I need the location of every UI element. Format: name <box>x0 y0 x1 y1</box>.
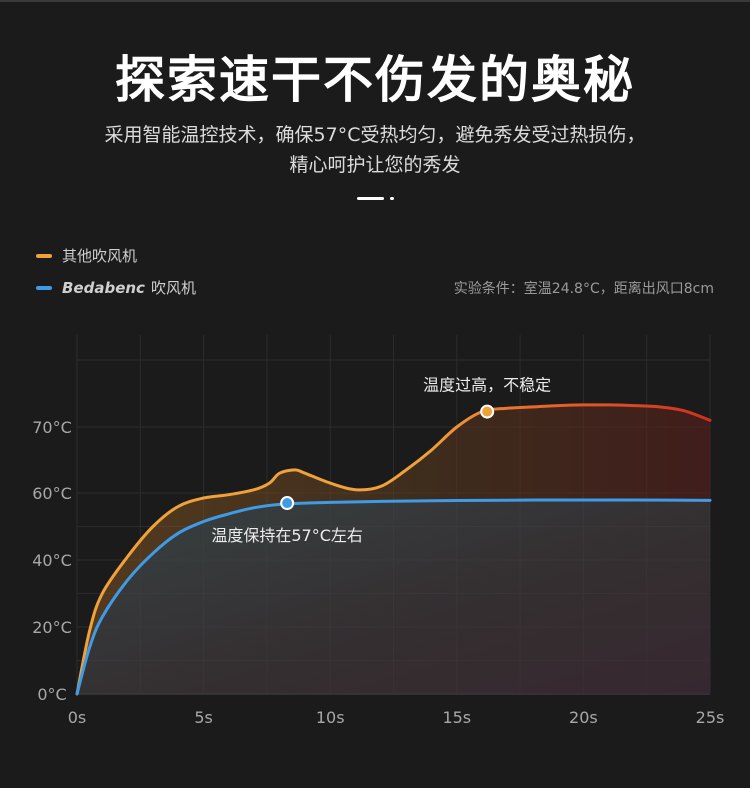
y-tick-label: 60°C <box>32 484 72 503</box>
annotation-label: 温度过高，不稳定 <box>423 376 551 395</box>
difference-band-fill <box>77 404 710 694</box>
x-tick-label: 20s <box>569 708 598 727</box>
brand-area-fill <box>77 500 710 694</box>
y-tick-label: 40°C <box>32 551 72 570</box>
annotation-marker <box>480 404 495 419</box>
legend-swatch-brand <box>36 285 52 290</box>
y-tick-label: 20°C <box>32 618 72 637</box>
annotation-marker <box>280 496 295 511</box>
chart-ticks: 0s 5s 10s 15s 20s 25s 0°C 20°C 40°C 60°C 70°C <box>32 418 724 727</box>
series-line-other <box>75 403 712 696</box>
top-border <box>0 0 750 2</box>
chart-markers: 温度保持在57°C左右 温度过高，不稳定 <box>211 376 551 545</box>
divider-dash <box>357 197 384 200</box>
subtitle-line-2: 精心呵护让您的秀发 <box>289 154 461 176</box>
chart-lines <box>75 403 712 696</box>
page-title: 探索速干不伤发的奥秘 <box>115 51 635 109</box>
x-tick-label: 15s <box>442 708 471 727</box>
legend-item-brand: Bedabenc 吹风机 <box>36 277 196 298</box>
legend-item-other: 其他吹风机 <box>36 245 137 266</box>
y-tick-label: 70°C <box>32 418 72 437</box>
subtitle-line-1: 采用智能温控技术，确保57°C受热均匀，避免秀发受过热损伤， <box>104 124 646 146</box>
legend-swatch-other <box>36 253 52 258</box>
experiment-note: 实验条件：室温24.8°C，距离出风口8cm <box>453 281 714 297</box>
legend-label-brand: 吹风机 <box>150 279 196 297</box>
x-tick-label: 10s <box>316 708 345 727</box>
page-subtitle: 采用智能温控技术，确保57°C受热均匀，避免秀发受过热损伤， 精心呵护让您的秀发 <box>60 120 690 180</box>
annotation-label: 温度保持在57°C左右 <box>211 526 363 545</box>
brand-logo: Bedabenc <box>62 278 145 297</box>
chart-fills <box>77 404 710 694</box>
series-line-brand <box>75 498 712 696</box>
y-tick-label: 0°C <box>37 685 66 704</box>
legend-label-other: 其他吹风机 <box>62 247 138 265</box>
x-tick-label: 25s <box>696 708 725 727</box>
x-tick-label: 5s <box>194 708 213 727</box>
divider-dot <box>390 197 394 200</box>
x-tick-label: 0s <box>68 708 87 727</box>
